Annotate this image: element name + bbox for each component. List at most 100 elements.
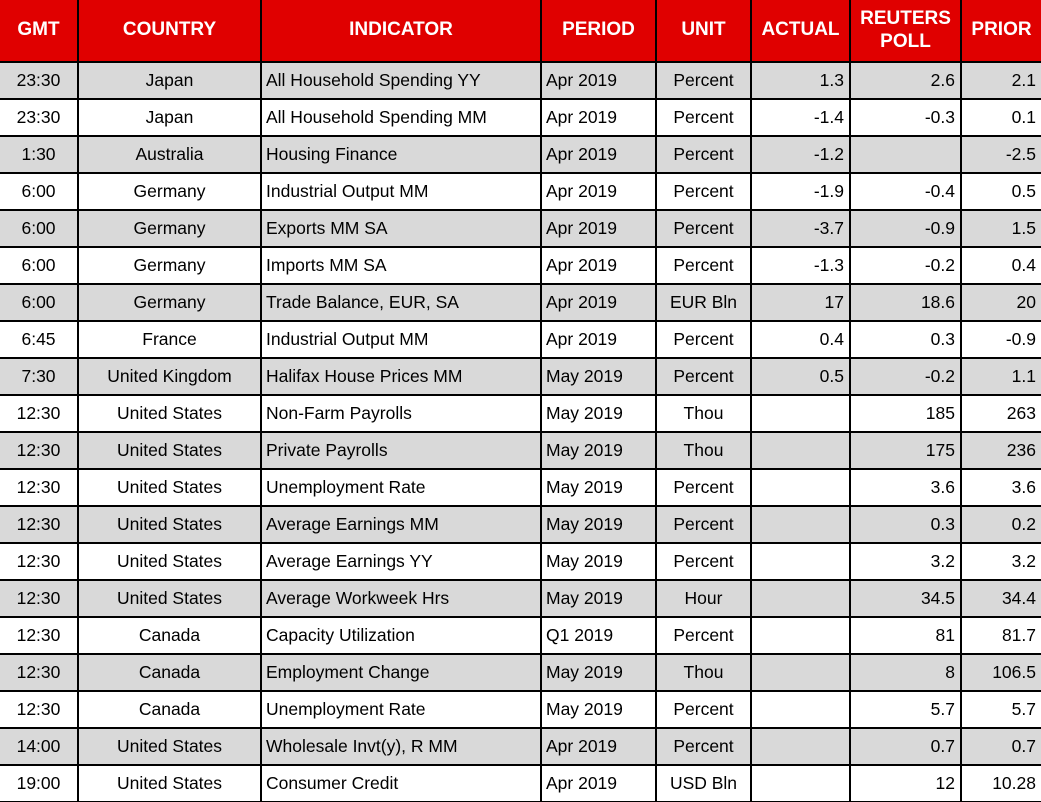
- cell-indicator: Average Workweek Hrs: [260, 579, 542, 618]
- cell-country: United States: [77, 431, 262, 470]
- cell-gmt: 1:30: [0, 135, 79, 174]
- cell-period: Apr 2019: [540, 727, 657, 766]
- cell-poll: -0.2: [849, 357, 962, 396]
- cell-poll: -0.2: [849, 246, 962, 285]
- cell-actual: [750, 579, 851, 618]
- cell-indicator: Unemployment Rate: [260, 690, 542, 729]
- table-row: 12:30 United States Non-Farm Payrolls May 2…: [0, 394, 1041, 433]
- cell-actual: [750, 653, 851, 692]
- cell-prior: -0.9: [960, 320, 1041, 359]
- cell-prior: 1.5: [960, 209, 1041, 248]
- cell-country: Canada: [77, 616, 262, 655]
- table-header: GMT COUNTRY INDICATOR PERIOD UNIT ACTUAL REUTE…: [0, 0, 1041, 63]
- cell-indicator: Private Payrolls: [260, 431, 542, 470]
- cell-country: United States: [77, 727, 262, 766]
- cell-prior: 5.7: [960, 690, 1041, 729]
- cell-text: All Household Spending MM: [266, 107, 487, 127]
- cell-unit: Percent: [655, 505, 752, 544]
- cell-period: May 2019: [540, 579, 657, 618]
- cell-poll: 8: [849, 653, 962, 692]
- cell-gmt: 12:30: [0, 542, 79, 581]
- cell-period: May 2019: [540, 542, 657, 581]
- cell-gmt: 7:30: [0, 357, 79, 396]
- cell-country: United States: [77, 579, 262, 618]
- cell-unit: Percent: [655, 468, 752, 507]
- cell-country: United States: [77, 505, 262, 544]
- cell-gmt: 6:00: [0, 283, 79, 322]
- cell-actual: 0.4: [750, 320, 851, 359]
- cell-poll: -0.4: [849, 172, 962, 211]
- cell-period: May 2019: [540, 653, 657, 692]
- cell-period: May 2019: [540, 394, 657, 433]
- cell-prior: 10.28: [960, 764, 1041, 802]
- cell-period: Apr 2019: [540, 764, 657, 802]
- cell-country: Canada: [77, 690, 262, 729]
- cell-indicator: Exports MM SA: [260, 209, 542, 248]
- column-header-period: PERIOD: [540, 0, 657, 63]
- cell-indicator: All Household Spending YY: [260, 61, 542, 100]
- cell-gmt: 12:30: [0, 653, 79, 692]
- cell-indicator: Trade Balance, EUR, SA: [260, 283, 542, 322]
- cell-indicator: Industrial Output MM: [260, 172, 542, 211]
- cell-unit: Thou: [655, 394, 752, 433]
- cell-poll: -0.3: [849, 98, 962, 137]
- cell-indicator: Average Earnings YY: [260, 542, 542, 581]
- cell-poll: -0.9: [849, 209, 962, 248]
- column-header-poll: REUTERS POLL: [849, 0, 962, 63]
- cell-gmt: 12:30: [0, 579, 79, 618]
- cell-indicator: Unemployment Rate: [260, 468, 542, 507]
- cell-poll: 0.3: [849, 505, 962, 544]
- table-row: 6:45 France Industrial Output MM Apr 2019 Pe…: [0, 320, 1041, 359]
- table-row: 6:00 Germany Industrial Output MM Apr 2019 P…: [0, 172, 1041, 211]
- cell-country: United States: [77, 468, 262, 507]
- cell-gmt: 6:00: [0, 209, 79, 248]
- column-header-prior: PRIOR: [960, 0, 1041, 63]
- cell-poll: 81: [849, 616, 962, 655]
- cell-country: Germany: [77, 209, 262, 248]
- cell-actual: [750, 616, 851, 655]
- cell-country: Germany: [77, 246, 262, 285]
- cell-unit: Percent: [655, 320, 752, 359]
- cell-period: Apr 2019: [540, 320, 657, 359]
- cell-actual: -1.4: [750, 98, 851, 137]
- table-row: 1:30 Australia Housing Finance Apr 2019 Perc…: [0, 135, 1041, 174]
- cell-prior: 81.7: [960, 616, 1041, 655]
- cell-prior: 0.5: [960, 172, 1041, 211]
- cell-period: May 2019: [540, 357, 657, 396]
- cell-indicator: Employment Change: [260, 653, 542, 692]
- cell-poll: 0.3: [849, 320, 962, 359]
- cell-country: Germany: [77, 283, 262, 322]
- column-header-unit: UNIT: [655, 0, 752, 63]
- cell-poll: 175: [849, 431, 962, 470]
- cell-period: Q1 2019: [540, 616, 657, 655]
- table-row: 19:00 United States Consumer Credit Apr 201…: [0, 764, 1041, 802]
- cell-prior: 1.1: [960, 357, 1041, 396]
- cell-indicator: Wholesale Invt(y), R MM: [260, 727, 542, 766]
- cell-unit: Thou: [655, 653, 752, 692]
- table-row: 23:30 Japan All Household Spending MM Apr 2…: [0, 98, 1041, 137]
- cell-gmt: 14:00: [0, 727, 79, 766]
- cell-gmt: 23:30: [0, 61, 79, 100]
- cell-unit: Hour: [655, 579, 752, 618]
- cell-country: France: [77, 320, 262, 359]
- cell-indicator: Halifax House Prices MM: [260, 357, 542, 396]
- cell-prior: 106.5: [960, 653, 1041, 692]
- cell-actual: [750, 727, 851, 766]
- table-row: 6:00 Germany Trade Balance, EUR, SA Apr 201…: [0, 283, 1041, 322]
- column-header-indicator: INDICATOR: [260, 0, 542, 63]
- cell-period: Apr 2019: [540, 135, 657, 174]
- cell-prior: 20: [960, 283, 1041, 322]
- cell-unit: Percent: [655, 246, 752, 285]
- header-row: GMT COUNTRY INDICATOR PERIOD UNIT ACTUAL REUTE…: [0, 0, 1041, 63]
- cell-unit: Percent: [655, 172, 752, 211]
- cell-gmt: 12:30: [0, 616, 79, 655]
- cell-unit: Percent: [655, 542, 752, 581]
- cell-poll: 3.6: [849, 468, 962, 507]
- cell-gmt: 12:30: [0, 431, 79, 470]
- cell-country: United Kingdom: [77, 357, 262, 396]
- cell-unit: EUR Bln: [655, 283, 752, 322]
- cell-prior: 0.7: [960, 727, 1041, 766]
- cell-period: Apr 2019: [540, 209, 657, 248]
- cell-period: Apr 2019: [540, 98, 657, 137]
